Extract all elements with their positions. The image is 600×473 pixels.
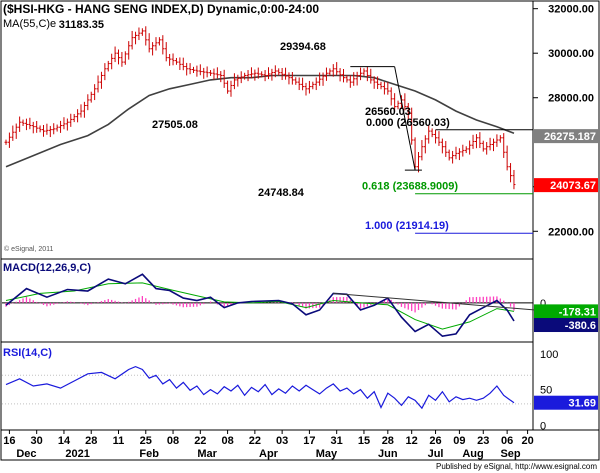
fib-label: 1.000 (21914.19) (365, 220, 449, 232)
price-tag-last-bg (534, 178, 598, 193)
x-axis-day-label: 28 (85, 435, 97, 447)
ma-label: MA(55,C)e (3, 18, 56, 30)
x-axis-month-label: Mar (197, 448, 217, 460)
x-axis-day-label: 09 (453, 435, 465, 447)
rsi-line (5, 365, 515, 410)
x-axis-month-label: Feb (139, 448, 159, 460)
axis-layer: 32000.0030000.0028000.0024000.0022000.00… (3, 4, 598, 460)
right-axis-frame (532, 0, 600, 431)
price-tag-last: 24073.67 (550, 180, 596, 192)
macd-line (5, 273, 515, 338)
x-axis-day-label: 20 (521, 435, 533, 447)
rsi-axis-label: 100 (540, 349, 558, 361)
footer-credit: Published by eSignal, http://www.esignal… (436, 462, 597, 471)
x-axis-day-label: 26 (429, 435, 441, 447)
macd-tag-signal: -178.31 (559, 306, 596, 318)
rsi-axis-label: 0 (540, 420, 546, 432)
x-axis-day-label: 12 (406, 435, 418, 447)
x-axis-day-label: 15 (358, 435, 370, 447)
x-axis-day-label: 31 (331, 435, 343, 447)
rsi-label: RSI(14,C) (3, 347, 52, 359)
x-axis-day-label: 08 (167, 435, 179, 447)
rsi-layer (2, 365, 533, 410)
price-annotation: 24748.84 (258, 187, 305, 199)
x-axis-month-label: Dec (16, 448, 36, 460)
x-axis-month-label: 2021 (65, 448, 89, 460)
rsi-tag-bg (534, 395, 598, 410)
price-axis-label: 22000.00 (548, 226, 594, 238)
x-axis-day-label: 17 (303, 435, 315, 447)
chart-title: ($HSI-HKG - HANG SENG INDEX,D) Dynamic,0… (3, 2, 319, 16)
macd-signal-line (5, 282, 515, 330)
x-axis-day-label: 30 (31, 435, 43, 447)
fib-label: 0.618 (23688.9009) (362, 181, 458, 193)
x-axis-day-label: 14 (58, 435, 71, 447)
price-axis-label: 28000.00 (548, 93, 594, 105)
x-axis-day-label: 08 (221, 435, 233, 447)
macd-label: MACD(12,26,9,C) (3, 262, 91, 274)
macd-tag-signal-bg (534, 304, 598, 319)
macd-tag-macd-bg (534, 318, 598, 333)
x-axis-month-label: Jul (428, 448, 444, 460)
price-tag-ma-bg (534, 129, 598, 144)
x-axis-frame (0, 429, 600, 461)
watermark: © eSignal, 2011 (4, 245, 54, 253)
swing-leg-line (394, 66, 416, 171)
macd-layer (2, 273, 536, 338)
x-axis-month-label: May (316, 448, 338, 460)
x-axis-day-label: 03 (276, 435, 288, 447)
x-axis-day-label: 11 (113, 435, 125, 447)
price-annotation: 27505.08 (152, 119, 198, 131)
price-annotation: 31183.35 (59, 19, 104, 31)
price-axis-label: 30000.00 (548, 48, 594, 60)
macd-axis-label: 0 (540, 298, 546, 310)
rsi-axis-label: 50 (540, 385, 552, 397)
x-axis-day-label: 06 (501, 435, 513, 447)
x-axis-month-label: Jun (378, 448, 398, 460)
macd-trendline (333, 292, 536, 311)
x-axis-day-label: 16 (3, 435, 15, 447)
x-axis-day-label: 23 (477, 435, 489, 447)
price-annotation: 26560.03 (365, 106, 411, 118)
x-axis-day-label: 25 (140, 435, 152, 447)
x-axis-month-label: Apr (259, 448, 279, 460)
price-axis-label: 32000.00 (548, 4, 594, 16)
rsi-tag: 31.69 (568, 398, 596, 410)
x-axis-day-label: 28 (382, 435, 394, 447)
x-axis-day-label: 22 (194, 435, 206, 447)
rsi-panel-frame (0, 341, 534, 431)
price-layer: 0.000 (26560.03) 0.618 (23688.9009) 1.000 … (4, 19, 533, 234)
macd-tag-macd: -380.6 (565, 320, 596, 332)
price-tag-ma: 26275.187 (544, 131, 596, 143)
price-annotation: 29394.68 (280, 41, 326, 53)
x-axis-month-label: Aug (462, 448, 483, 460)
fib-label: 0.000 (26560.03) (366, 117, 450, 129)
x-axis-month-label: Sep (500, 448, 520, 460)
x-axis-day-label: 22 (249, 435, 261, 447)
